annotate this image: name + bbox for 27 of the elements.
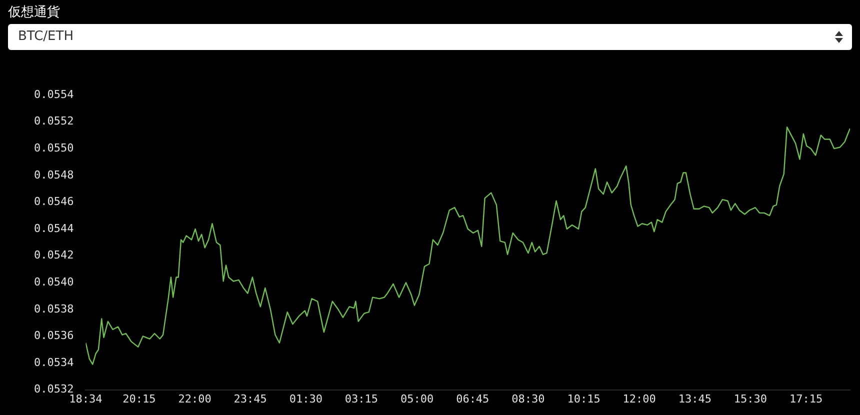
y-tick-label: 0.0552	[34, 114, 74, 128]
x-tick-label: 15:30	[734, 392, 768, 406]
y-tick-label: 0.0534	[34, 356, 74, 369]
x-tick-label: 05:00	[400, 392, 434, 406]
x-tick-label: 08:30	[512, 392, 545, 406]
y-tick-label: 0.0538	[34, 302, 74, 316]
y-tick-label: 0.0540	[34, 275, 74, 288]
y-tick-label: 0.0542	[34, 248, 74, 262]
x-tick-label: 23:45	[234, 392, 267, 406]
dropdown-field: BTC/ETH	[8, 24, 852, 50]
y-tick-label: 0.0550	[34, 141, 74, 154]
x-tick-label: 10:15	[567, 392, 600, 406]
x-tick-label: 17:15	[790, 392, 823, 406]
y-tick-label: 0.0544	[34, 222, 74, 235]
x-tick-label: 03:15	[344, 392, 378, 406]
chart-subtitle: BTC/ETH	[18, 29, 74, 44]
x-tick-label: 20:15	[122, 392, 156, 406]
y-tick-label: 0.0548	[34, 168, 74, 182]
x-tick-label: 13:45	[678, 392, 712, 406]
chart-title: 仮想通貨	[8, 4, 60, 21]
y-tick-label: 0.0546	[34, 195, 74, 208]
y-tick-label: 0.0536	[34, 329, 74, 342]
x-tick-label: 12:00	[622, 392, 656, 406]
y-tick-label: 0.0554	[34, 88, 74, 101]
x-tick-label: 06:45	[456, 392, 490, 406]
x-tick-label: 22:00	[178, 392, 212, 406]
x-tick-label: 01:30	[289, 392, 322, 406]
